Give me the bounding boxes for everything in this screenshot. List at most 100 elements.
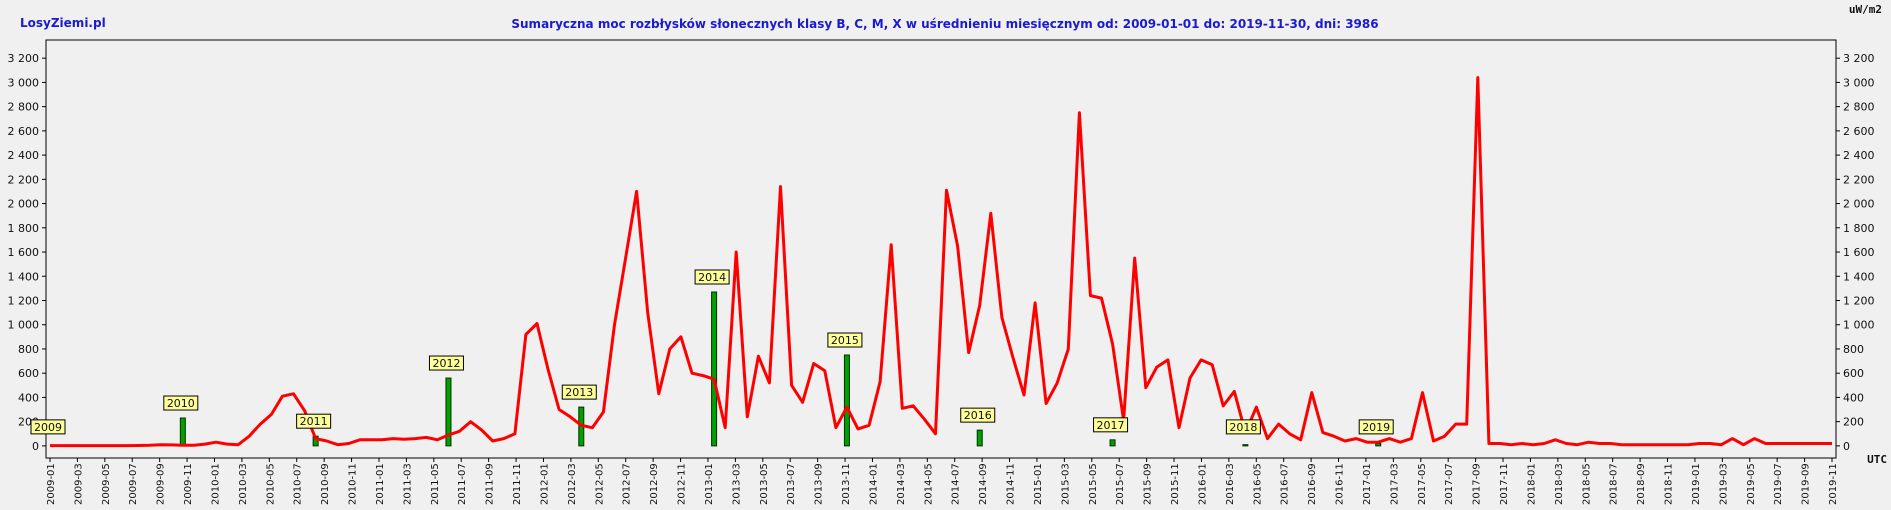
x-tick-label: 2017-05 (1417, 463, 1428, 505)
y-tick-label-right: 200 (1843, 416, 1864, 429)
x-tick-label: 2018-09 (1636, 463, 1647, 505)
year-marker-box (827, 332, 863, 348)
y-tick-label-right: 800 (1843, 343, 1864, 356)
x-tick-label: 2011-09 (485, 463, 496, 505)
x-tick-label: 2014-03 (896, 463, 907, 505)
x-tick-label: 2012-01 (539, 463, 550, 505)
x-tick-label: 2018-03 (1554, 463, 1565, 505)
year-marker-box (296, 413, 332, 429)
x-tick-label: 2009-01 (46, 463, 57, 505)
x-tick-label: 2012-09 (649, 463, 660, 505)
y-tick-label: 2 600 (8, 125, 40, 138)
year-marker-box (1093, 417, 1129, 433)
y-tick-label: 0 (32, 440, 39, 453)
year-marker-box (30, 419, 66, 435)
y-tick-label: 3 200 (8, 52, 40, 65)
x-tick-label: 2013-03 (731, 463, 742, 505)
x-tick-label: 2014-01 (868, 463, 879, 505)
x-tick-label: 2019-05 (1746, 463, 1757, 505)
year-bar (843, 354, 850, 447)
year-bar (976, 429, 983, 447)
x-tick-label: 2019-11 (1828, 463, 1839, 505)
x-tick-label: 2016-11 (1335, 463, 1346, 505)
x-tick-label: 2014-11 (1006, 463, 1017, 505)
year-bar (1375, 442, 1382, 447)
y-tick-label: 1 800 (8, 222, 40, 235)
flare-power-series (50, 76, 1832, 448)
x-tick-label: 2015-11 (1170, 463, 1181, 505)
x-tick-label: 2017-07 (1444, 463, 1455, 505)
y-tick-label: 2 000 (8, 198, 40, 211)
x-tick-label: 2009-05 (101, 463, 112, 505)
x-tick-label: 2009-11 (183, 463, 194, 505)
x-tick-label: 2017-01 (1362, 463, 1373, 505)
year-marker-label: 2013 (565, 386, 593, 399)
x-tick-label: 2010-07 (293, 463, 304, 505)
y-tick-label-right: 1 000 (1843, 319, 1875, 332)
y-tick-label: 800 (18, 343, 39, 356)
x-tick-label: 2017-11 (1499, 463, 1510, 505)
y-tick-label: 3 000 (8, 76, 40, 89)
year-marker-label: 2018 (1229, 421, 1257, 434)
x-tick-label: 2019-09 (1801, 463, 1812, 505)
x-tick-label: 2014-05 (923, 463, 934, 505)
x-tick-label: 2013-11 (841, 463, 852, 505)
x-tick-label: 2012-07 (622, 463, 633, 505)
x-tick-label: 2014-09 (978, 463, 989, 505)
x-tick-label: 2018-07 (1609, 463, 1620, 505)
x-tick-label: 2017-09 (1472, 463, 1483, 505)
y-tick-label-right: 2 000 (1843, 198, 1875, 211)
x-tick-label: 2010-01 (210, 463, 221, 505)
y-tick-label: 2 400 (8, 149, 40, 162)
y-unit-label: uW/m2 (1849, 3, 1882, 16)
x-tick-label: 2017-03 (1389, 463, 1400, 505)
y-tick-label: 1 600 (8, 246, 40, 259)
x-tick-label: 2015-01 (1033, 463, 1044, 505)
year-bar (1242, 444, 1249, 447)
y-tick-label-right: 2 800 (1843, 101, 1875, 114)
y-tick-label: 600 (18, 367, 39, 380)
x-tick-label: 2010-09 (320, 463, 331, 505)
site-name[interactable]: LosyZiemi.pl (20, 16, 106, 30)
y-tick-label: 2 200 (8, 173, 40, 186)
y-tick-label: 1 400 (8, 270, 40, 283)
x-tick-label: 2011-05 (430, 463, 441, 505)
x-tick-label: 2010-11 (348, 463, 359, 505)
y-tick-label-right: 1 400 (1843, 270, 1875, 283)
y-tick-label-right: 1 200 (1843, 294, 1875, 307)
chart-title: Sumaryczna moc rozbłysków słonecznych kl… (511, 17, 1378, 31)
y-tick-label-right: 2 200 (1843, 173, 1875, 186)
x-tick-label: 2018-11 (1664, 463, 1675, 505)
x-tick-label: 2015-07 (1115, 463, 1126, 505)
year-marker-box (561, 384, 597, 400)
y-tick-label-right: 0 (1843, 440, 1850, 453)
year-marker-box (163, 395, 199, 411)
x-tick-label: 2013-05 (759, 463, 770, 505)
x-tick-label: 2016-03 (1225, 463, 1236, 505)
x-tick-label: 2009-09 (156, 463, 167, 505)
x-tick-label: 2019-03 (1718, 463, 1729, 505)
y-tick-label-right: 3 200 (1843, 52, 1875, 65)
y-tick-label-right: 2 600 (1843, 125, 1875, 138)
x-tick-label: 2018-01 (1526, 463, 1537, 505)
x-tick-label: 2009-03 (73, 463, 84, 505)
year-markers: 2009 2010 2011 2012 2013 2014 2015 2016 2017 2018… (30, 269, 1394, 435)
year-marker-box (960, 407, 996, 423)
year-marker-label: 2016 (964, 409, 992, 422)
year-bar (179, 417, 186, 447)
x-tick-label: 2019-01 (1691, 463, 1702, 505)
plot-frame (45, 39, 1837, 459)
x-tick-label: 2012-05 (594, 463, 605, 505)
y-tick-label: 2 800 (8, 101, 40, 114)
year-marker-box (1358, 419, 1394, 435)
x-tick-label: 2016-07 (1280, 463, 1291, 505)
year-marker-label: 2017 (1097, 419, 1125, 432)
x-tick-label: 2013-07 (786, 463, 797, 505)
x-tick-label: 2015-03 (1060, 463, 1071, 505)
year-marker-label: 2019 (1362, 421, 1390, 434)
x-tick-label: 2015-05 (1088, 463, 1099, 505)
x-tick-label: 2018-05 (1581, 463, 1592, 505)
x-tick-label: 2009-07 (128, 463, 139, 505)
